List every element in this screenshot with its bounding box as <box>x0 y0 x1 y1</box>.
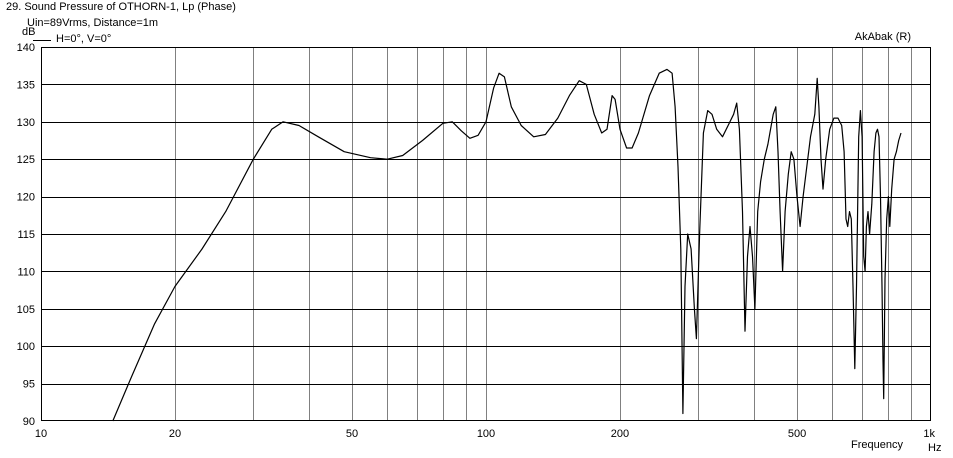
legend-entry: H=0°, V=0° <box>33 33 112 45</box>
y-tick-label: 140 <box>17 42 35 54</box>
y-tick-label: 115 <box>17 229 35 241</box>
series-line <box>112 68 902 422</box>
x-tick-label: 10 <box>35 428 47 440</box>
y-tick-label: 130 <box>17 117 35 129</box>
y-tick-label: 120 <box>17 192 35 204</box>
x-tick-label: 100 <box>477 428 495 440</box>
y-tick-label: 100 <box>17 341 35 353</box>
x-tick-label: 20 <box>169 428 181 440</box>
chart-subtitle: Uin=89Vrms, Distance=1m <box>27 17 159 29</box>
chart-title: 29. Sound Pressure of OTHORN-1, Lp (Phas… <box>6 1 236 13</box>
x-axis-label: Frequency <box>851 439 903 451</box>
y-tick-label: 110 <box>17 266 35 278</box>
y-axis-label: dB <box>22 26 36 38</box>
legend-swatch <box>33 40 51 41</box>
x-tick-label: 200 <box>611 428 629 440</box>
y-tick-label: 105 <box>17 304 35 316</box>
y-tick-label: 95 <box>23 379 35 391</box>
x-axis-unit: Hz <box>928 442 942 454</box>
brand-label: AkAbak (R) <box>854 31 911 43</box>
legend-label: H=0°, V=0° <box>56 33 112 45</box>
x-tick-label: 1k <box>923 428 935 440</box>
y-tick-label: 90 <box>23 416 35 428</box>
y-tick-label: 135 <box>17 79 35 91</box>
x-tick-label: 50 <box>346 428 358 440</box>
y-tick-label: 125 <box>17 154 35 166</box>
plot-frame <box>41 47 931 421</box>
x-tick-label: 500 <box>788 428 806 440</box>
